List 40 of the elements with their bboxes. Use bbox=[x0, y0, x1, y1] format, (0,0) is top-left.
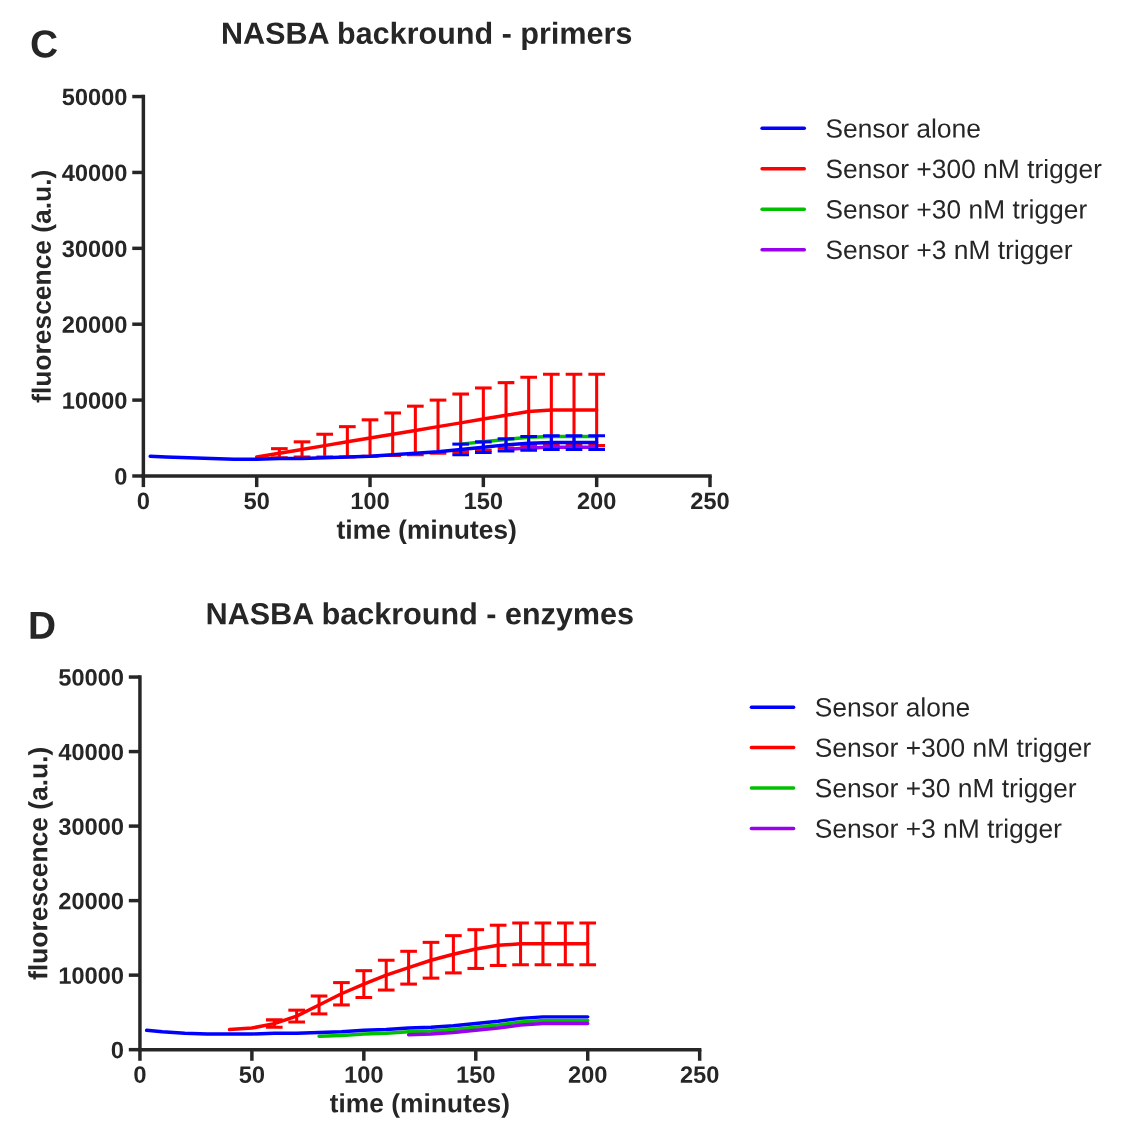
x-tick-label: 150 bbox=[457, 1066, 495, 1083]
y-axis-title: fluorescence (a.u.) bbox=[28, 748, 53, 980]
y-tick-label: 10000 bbox=[59, 967, 123, 984]
x-tick-label: 250 bbox=[691, 492, 729, 510]
x-tick-label: 150 bbox=[465, 492, 503, 510]
legend-label: Sensor +300 nM trigger bbox=[815, 737, 1091, 763]
x-tick-label: 0 bbox=[137, 492, 149, 510]
y-tick-label: 30000 bbox=[58, 818, 123, 835]
legend-label: Sensor +3 nM trigger bbox=[815, 818, 1062, 844]
x-tick-label: 200 bbox=[577, 492, 616, 510]
legend-label: Sensor +30 nM trigger bbox=[815, 778, 1077, 803]
legend-label: Sensor +30 nM trigger bbox=[826, 199, 1087, 224]
y-tick-label: 0 bbox=[111, 1041, 123, 1059]
x-tick-label: 100 bbox=[351, 492, 389, 510]
x-tick-label: 250 bbox=[680, 1066, 719, 1083]
legend-label: Sensor +3 nM trigger bbox=[826, 239, 1073, 265]
y-tick-label: 50000 bbox=[62, 88, 127, 106]
y-axis-title: fluorescence (a.u.) bbox=[31, 170, 57, 403]
x-axis-title: time (minutes) bbox=[336, 519, 516, 545]
x-tick-label: 50 bbox=[244, 492, 269, 510]
legend-label: Sensor alone bbox=[815, 697, 970, 717]
y-tick-label: 50000 bbox=[59, 669, 123, 686]
y-tick-label: 20000 bbox=[62, 316, 127, 333]
y-tick-label: 40000 bbox=[62, 164, 127, 182]
x-tick-label: 50 bbox=[239, 1066, 265, 1083]
legend-label: Sensor +300 nM trigger bbox=[826, 158, 1102, 184]
y-tick-label: 30000 bbox=[62, 240, 127, 258]
x-tick-label: 0 bbox=[134, 1066, 146, 1083]
chart-title: NASBA backround - primers bbox=[223, 21, 632, 51]
x-axis-title: time (minutes) bbox=[329, 1093, 509, 1118]
chart-title: NASBA backround - enzymes bbox=[207, 602, 633, 631]
y-tick-label: 0 bbox=[115, 468, 127, 485]
y-tick-label: 40000 bbox=[58, 743, 123, 761]
y-tick-label: 20000 bbox=[59, 892, 123, 910]
text: C bbox=[31, 30, 58, 58]
text: D bbox=[30, 611, 55, 639]
y-tick-label: 10000 bbox=[63, 392, 127, 409]
legend-label: Sensor alone bbox=[826, 118, 980, 138]
x-tick-label: 100 bbox=[345, 1066, 383, 1083]
x-tick-label: 200 bbox=[568, 1066, 607, 1083]
